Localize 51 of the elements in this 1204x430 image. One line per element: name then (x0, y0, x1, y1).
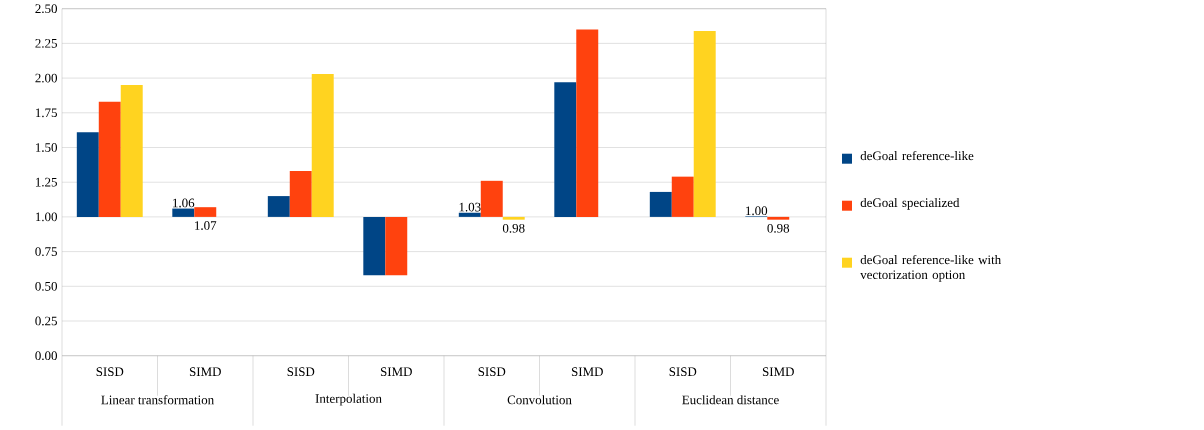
data-label: 1.06 (173, 198, 195, 208)
y-tick-label: 1.25 (35, 177, 57, 187)
text: Interpolation (315, 393, 382, 406)
x-tick-label: SISD (478, 367, 506, 377)
text: Linear transformation (101, 395, 214, 405)
bar (693, 31, 716, 218)
bar (194, 207, 217, 218)
legend-label: deGoal reference-like with vectorization option (860, 255, 1001, 282)
x-tick-label: SISD (287, 367, 315, 377)
y-tick-label: 2.25 (35, 39, 57, 48)
bar (311, 74, 334, 218)
bar (767, 217, 790, 220)
y-tick-label: 0.00 (35, 351, 58, 361)
data-label: 0.98 (767, 224, 790, 233)
bar (98, 101, 121, 218)
bar (120, 85, 143, 218)
legend-label: deGoal reference-like (860, 151, 974, 161)
x-tick-label: SIMD (189, 367, 221, 377)
bar (502, 217, 525, 220)
bar (267, 196, 290, 218)
y-tick-label: 1.75 (35, 108, 57, 118)
bar (76, 132, 99, 218)
data-label: 1.07 (195, 221, 217, 231)
legend-label: deGoal specialized (860, 198, 960, 210)
y-tick-label: 0.75 (35, 247, 57, 257)
y-tick-label: 2.50 (35, 4, 58, 14)
data-label: 0.98 (502, 224, 525, 233)
bar (649, 192, 672, 218)
bar (363, 217, 386, 276)
data-label: 1.00 (746, 206, 768, 216)
data-label: 1.03 (459, 202, 481, 212)
y-tick-label: 1.50 (35, 143, 58, 153)
bar (289, 171, 312, 218)
y-tick-label: 1.00 (35, 212, 58, 222)
bar (480, 180, 503, 218)
bar (172, 208, 195, 218)
y-tick-label: 2.00 (35, 73, 58, 83)
text: Euclidean distance (682, 395, 779, 405)
x-tick-label: SIMD (380, 367, 412, 377)
x-tick-label: SISD (96, 367, 124, 377)
bar (576, 29, 599, 218)
x-tick-label: SIMD (571, 367, 603, 377)
y-tick-label: 0.50 (35, 282, 58, 291)
bar (385, 217, 408, 276)
text: Convolution (507, 395, 572, 405)
x-tick-label: SISD (669, 367, 697, 377)
x-tick-label: SIMD (762, 367, 794, 377)
y-tick-label: 0.25 (35, 316, 57, 326)
bar (458, 212, 481, 218)
bar (671, 176, 694, 218)
bar (554, 82, 577, 218)
